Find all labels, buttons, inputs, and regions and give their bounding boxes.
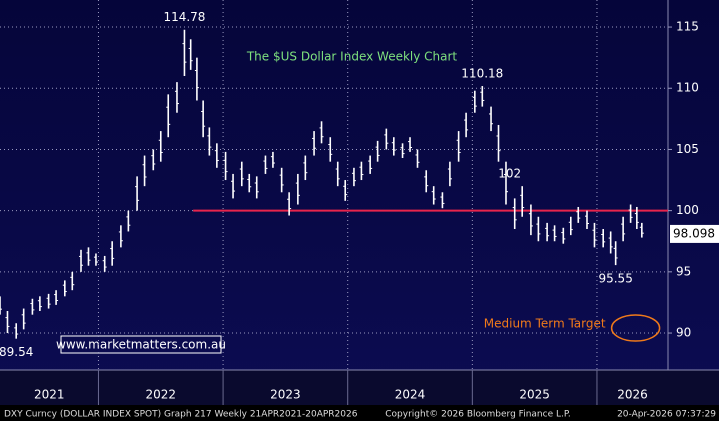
y-tick-label: 110	[676, 81, 699, 95]
x-tick-label: 2022	[145, 388, 176, 402]
x-axis-band	[0, 370, 719, 405]
footer-center: Copyright© 2026 Bloomberg Finance L.P.	[385, 410, 570, 420]
x-tick-label: 2021	[34, 388, 65, 402]
watermark: www.marketmatters.com.au	[56, 338, 226, 352]
y-tick-label: 90	[676, 326, 691, 340]
last-value-label: 98.098	[673, 226, 715, 240]
x-tick-label: 2023	[270, 388, 301, 402]
plot-background	[0, 0, 719, 405]
footer-left: DXY Curncy (DOLLAR INDEX SPOT) Graph 217…	[4, 410, 358, 420]
y-tick-label: 100	[676, 203, 699, 217]
footer-right: 20-Apr-2026 07:37:29	[617, 410, 716, 420]
y-tick-label: 115	[676, 20, 699, 34]
chart-title: The $US Dollar Index Weekly Chart	[246, 50, 458, 64]
watermark-box	[60, 335, 222, 354]
target-label: Medium Term Target	[484, 317, 606, 331]
target-ellipse	[610, 314, 661, 342]
x-tick-label: 2025	[519, 388, 550, 402]
x-tick-label: 2024	[395, 388, 426, 402]
footer-band	[0, 405, 719, 421]
annotation: 110.18	[461, 67, 503, 81]
x-tick-label: 2026	[617, 388, 648, 402]
annotation: 102	[498, 167, 521, 181]
last-value-tag	[670, 224, 719, 243]
y-tick-label: 95	[676, 264, 691, 278]
annotation: 89.54	[0, 345, 33, 359]
annotation: 114.78	[163, 10, 205, 24]
y-tick-label: 105	[676, 142, 699, 156]
annotation: 95.55	[598, 272, 632, 286]
